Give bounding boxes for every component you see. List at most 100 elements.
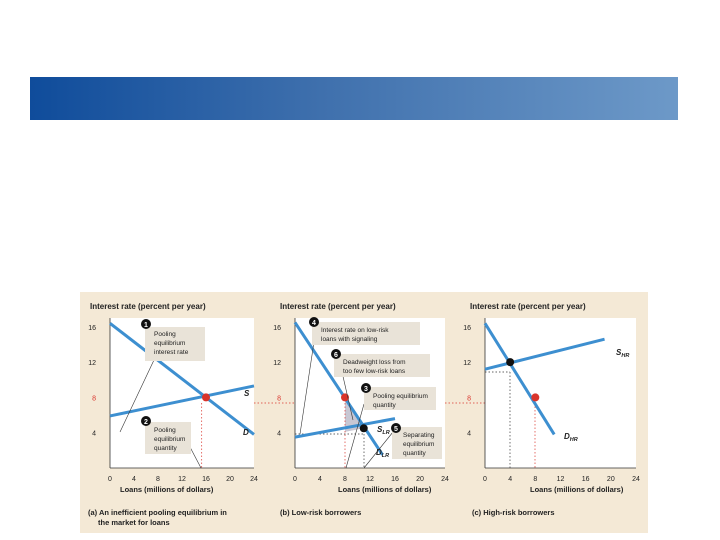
panel-b-callout-3-line2: quantity <box>373 402 397 409</box>
panel-c-pooling-point <box>531 393 540 402</box>
panel-b-callout-4-leader <box>299 341 315 435</box>
panel-b-callout-3-line1: Pooling equilibrium <box>373 393 428 400</box>
callout-3-number: 3 <box>364 386 368 393</box>
panel-a-callout-2-leader <box>189 446 202 469</box>
panel-a-y-tick-8: 8 <box>92 395 96 402</box>
panel-c-supply-subscript: HR <box>621 353 629 359</box>
panel-c-demand-subscript: HR <box>570 437 578 443</box>
panel-b-callout-6-line2: too few low-risk loans <box>343 368 406 375</box>
panel-a-x-tick-16: 16 <box>202 476 210 483</box>
callout-5-number: 5 <box>394 426 398 433</box>
panel-c-y-tick-8: 8 <box>467 395 471 402</box>
panel-c-y-tick-12: 12 <box>463 360 471 367</box>
panel-b-demand-letter: D <box>376 448 382 457</box>
panel-c-supply-letter: S <box>616 348 622 357</box>
panel-b-y-tick-12: 12 <box>273 360 281 367</box>
panel-b-xlabel: Loans (millions of dollars) <box>338 485 432 494</box>
panel-b-x-tick-12: 12 <box>366 476 374 483</box>
panel-a-demand-label: D <box>243 428 249 437</box>
panel-a-callout-1-line2: equilibrium <box>154 340 185 347</box>
panel-a-y-tick-16: 16 <box>88 325 96 332</box>
panel-c-x-tick-12: 12 <box>557 476 565 483</box>
callout-4-number: 4 <box>312 320 316 327</box>
panel-b-supply-line <box>294 417 396 439</box>
panel-b-separating-point <box>359 424 368 433</box>
panel-a-caption-line2: the market for loans <box>98 518 170 527</box>
panel-a-callout-2-line1: Pooling <box>154 427 176 434</box>
panel-a-xlabel: Loans (millions of dollars) <box>120 485 214 494</box>
panel-a-ylabel: Interest rate (percent per year) <box>90 302 206 311</box>
panel-b-callout-6-line1: Deadweight loss from <box>343 359 406 366</box>
panel-b-callout-5-box <box>392 427 442 459</box>
panel-b-callout-5-line3: quantity <box>403 450 427 457</box>
panel-b-x-tick-20: 20 <box>416 476 424 483</box>
panel-c-supply-line <box>484 337 605 371</box>
callout-3-marker <box>361 383 371 393</box>
panel-b-caption-line1: (b) Low-risk borrowers <box>280 508 361 517</box>
panel-c-demand-line <box>483 322 556 436</box>
panel-a-callout-2-box <box>145 422 191 454</box>
panel-b-callout-3-leader <box>345 403 365 469</box>
panel-b-x-tick-8: 8 <box>343 476 347 483</box>
panel-a-x-tick-20: 20 <box>226 476 234 483</box>
panel-a-supply-line <box>109 384 255 418</box>
panel-b-x-tick-4: 4 <box>318 476 322 483</box>
panel-a-callout-1-leader <box>119 359 155 433</box>
panel-c-x-tick-0: 0 <box>483 476 487 483</box>
callout-6-marker <box>331 349 341 359</box>
panel-b-callout-4-line1: Interest rate on low-risk <box>321 327 389 334</box>
panel-b-x-tick-0: 0 <box>293 476 297 483</box>
panel-a-x-tick-24: 24 <box>250 476 258 483</box>
panel-b-y-tick-8: 8 <box>277 395 281 402</box>
panel-b-demand-line <box>293 321 384 456</box>
panel-b-callout-5-leader <box>363 431 394 469</box>
panel-b-x-tick-24: 24 <box>441 476 449 483</box>
panel-b-supply-letter: S <box>377 425 383 434</box>
panel-b-callout-3-box <box>364 387 436 410</box>
panel-b-supply-subscript: LR <box>382 430 389 436</box>
panel-a-x-tick-8: 8 <box>156 476 160 483</box>
callout-2-marker <box>141 416 151 426</box>
panel-b-ticks: 0 4 8 12 16 20 24 4 8 12 16 <box>273 325 449 483</box>
panel-a-x-tick-4: 4 <box>132 476 136 483</box>
panel-b-callout-4-box <box>312 322 420 345</box>
panel-c-caption-line1: (c) High-risk borrowers <box>472 508 555 517</box>
callout-2-number: 2 <box>144 419 148 426</box>
panel-a-callout-1-line1: Pooling <box>154 331 176 338</box>
panel-a-caption-line1: (a) An inefficient pooling equilibrium i… <box>88 508 227 517</box>
callout-1-number: 1 <box>144 322 148 329</box>
panel-b-y-tick-4: 4 <box>277 431 281 438</box>
panel-c-xlabel: Loans (millions of dollars) <box>530 485 624 494</box>
callout-4-marker <box>309 317 319 327</box>
panel-b-callout-4-line2: loans with signaling <box>321 336 378 343</box>
panel-c-demand-label: DHR <box>564 432 578 443</box>
panel-a-callout-1-line3: interest rate <box>154 349 189 356</box>
panel-c-separating-point <box>506 358 515 367</box>
panel-b-callout-5-line1: Separating <box>403 432 435 439</box>
callout-1-marker <box>141 319 151 329</box>
panel-c-y-tick-4: 4 <box>467 431 471 438</box>
panel-a: Interest rate (percent per year) 0 4 8 12 16… <box>88 302 258 527</box>
panel-b-demand-label: DLR <box>376 448 389 459</box>
panel-a-supply-label: S <box>244 389 250 398</box>
panel-c-ticks: 0 4 8 12 16 20 24 4 8 12 16 <box>463 325 640 483</box>
panel-b-callout-6-leader <box>341 371 354 421</box>
panel-c-x-tick-16: 16 <box>582 476 590 483</box>
panel-c-plot-area <box>485 318 636 468</box>
panel-c-x-tick-4: 4 <box>508 476 512 483</box>
panel-c-ylabel: Interest rate (percent per year) <box>470 302 586 311</box>
panel-b-y-tick-16: 16 <box>273 325 281 332</box>
panel-a-x-tick-12: 12 <box>178 476 186 483</box>
callout-6-number: 6 <box>334 352 338 359</box>
panel-b-supply-label: SLR <box>377 425 390 436</box>
panel-b-x-tick-16: 16 <box>391 476 399 483</box>
panel-a-demand-line <box>109 322 255 436</box>
panel-c-x-tick-20: 20 <box>607 476 615 483</box>
panel-b-ylabel: Interest rate (percent per year) <box>280 302 396 311</box>
panel-a-y-tick-12: 12 <box>88 360 96 367</box>
panel-a-callout-2-line2: equilibrium <box>154 436 185 443</box>
panel-b-pooling-point <box>341 393 349 402</box>
panel-c-supply-label: SHR <box>616 348 629 359</box>
panel-b: Interest rate (percent per year) 0 4 8 12 16… <box>273 302 449 517</box>
